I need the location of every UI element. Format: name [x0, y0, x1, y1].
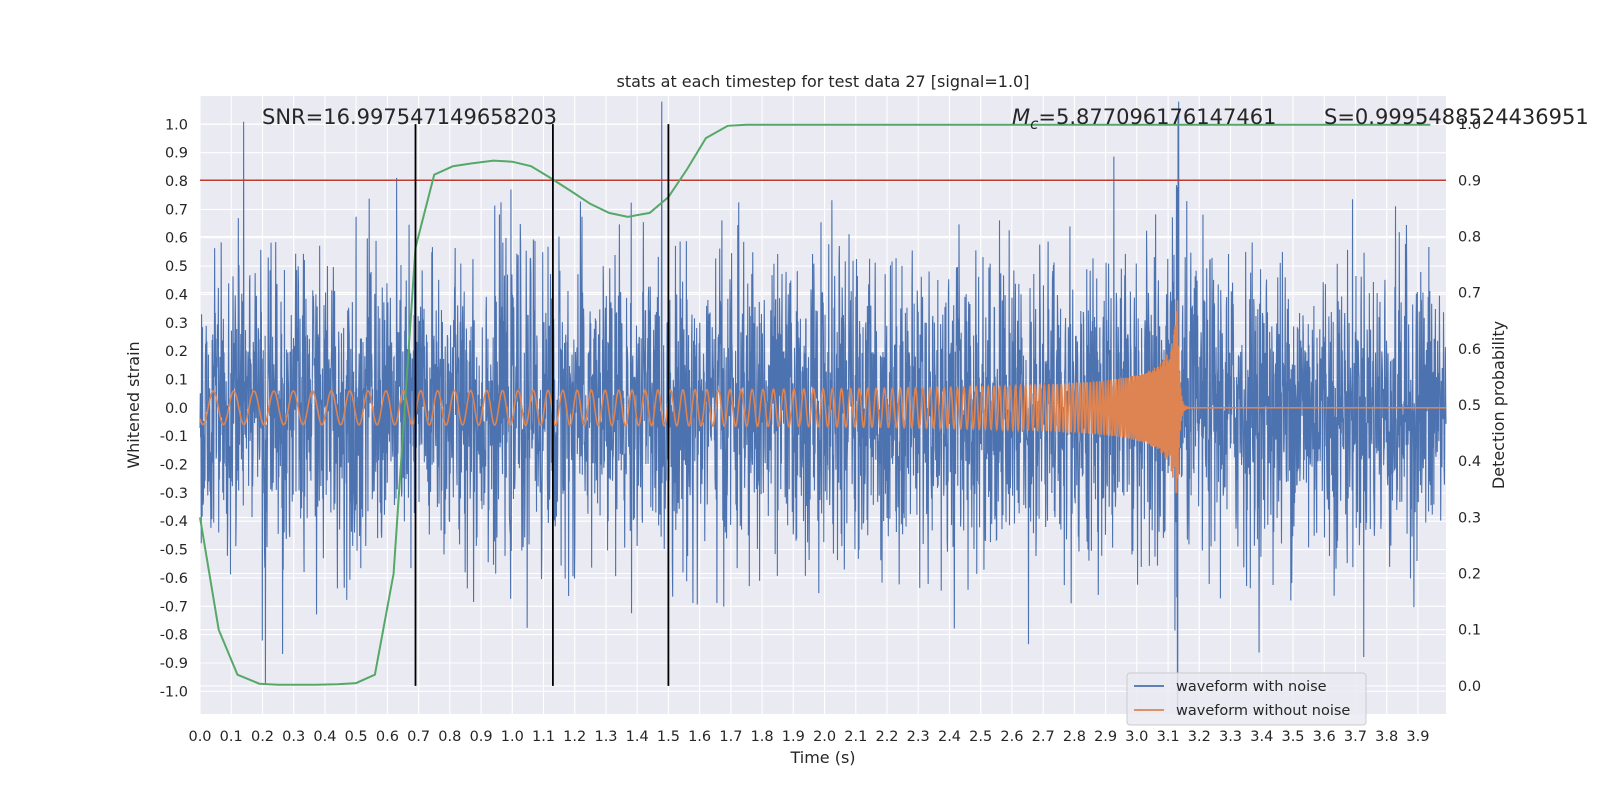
x-tick-label: 2.7 [1032, 729, 1055, 745]
x-tick-label: 1.6 [688, 729, 711, 745]
x-tick-label: 2.1 [844, 729, 867, 745]
x-tick-label: 1.1 [532, 729, 555, 745]
y-tick-label: -0.7 [160, 599, 188, 615]
y2-tick-labels: 1.0 0.9 0.8 0.7 0.6 0.5 0.4 0.3 0.2 0.1 0.0 [1458, 117, 1481, 695]
y-tick-label: 0.5 [165, 259, 188, 275]
x-tick-label: 0.8 [438, 729, 461, 745]
marker-lines [414, 124, 670, 686]
y-tick-label: 0.4 [165, 287, 188, 303]
x-tick-label: 0.6 [376, 729, 399, 745]
x-tick-label: 0.1 [220, 729, 243, 745]
y-tick-labels: 1.0 0.9 0.8 0.7 0.6 0.5 0.4 0.3 0.2 0.1 0.0 -0.1 -0.… [160, 117, 188, 700]
waveform-without-noise-line [199, 300, 1446, 494]
x-tick-label: 1.0 [501, 729, 524, 745]
x-tick-label: 0.5 [345, 729, 368, 745]
x-tick-label: 3.6 [1313, 729, 1336, 745]
y2-tick-label: 0.5 [1458, 398, 1481, 414]
y-tick-label: -0.5 [160, 543, 188, 559]
y-tick-label: -0.3 [160, 486, 188, 502]
y-tick-label: 0.0 [165, 401, 188, 417]
x-tick-label: 3.8 [1375, 729, 1398, 745]
x-tick-label: 3.0 [1125, 729, 1148, 745]
y2-tick-label: 0.6 [1458, 342, 1481, 358]
y2-tick-label: 0.7 [1458, 286, 1481, 302]
chirp-mass-annotation: Mc=5.877096176147461 [1012, 105, 1276, 133]
x-axis-label: Time (s) [789, 748, 855, 767]
x-tick-label: 3.3 [1219, 729, 1242, 745]
x-tick-label: 3.4 [1250, 729, 1273, 745]
y-tick-label: -0.1 [160, 429, 188, 445]
y-tick-label: -1.0 [160, 684, 188, 700]
x-tick-label: 1.3 [594, 729, 617, 745]
y-tick-label: 0.2 [165, 344, 188, 360]
y-tick-label: 1.0 [165, 117, 188, 133]
x-tick-label: 3.9 [1406, 729, 1429, 745]
x-tick-label: 1.9 [782, 729, 805, 745]
y-tick-label: -0.6 [160, 571, 188, 587]
x-tick-label: 1.7 [719, 729, 742, 745]
y-tick-label: 0.6 [165, 231, 188, 247]
x-tick-label: 0.4 [313, 729, 336, 745]
snr-annotation: SNR=16.997547149658203 [262, 105, 557, 129]
series-waveform-without-noise [199, 300, 1446, 494]
y2-tick-label: 0.4 [1458, 454, 1481, 470]
x-tick-label: 0.3 [282, 729, 305, 745]
y-tick-label: 0.7 [165, 202, 188, 218]
x-tick-label: 0.2 [251, 729, 274, 745]
y-tick-label: 0.3 [165, 316, 188, 332]
x-tick-label: 3.2 [1188, 729, 1211, 745]
y2-tick-label: 0.9 [1458, 173, 1481, 189]
x-tick-label: 2.9 [1094, 729, 1117, 745]
y-tick-label: -0.4 [160, 514, 188, 530]
y-tick-label: 0.8 [165, 174, 188, 190]
legend-label-clean: waveform without noise [1176, 703, 1350, 719]
x-tick-label: 1.5 [657, 729, 680, 745]
y-tick-label: -0.9 [160, 656, 188, 672]
legend-label-noise: waveform with noise [1176, 679, 1327, 695]
legend-box [1126, 672, 1367, 726]
series-detection-probability [199, 123, 1431, 686]
detection-probability-line [199, 123, 1431, 686]
x-tick-label: 1.8 [751, 729, 774, 745]
x-tick-label: 2.0 [813, 729, 836, 745]
y2-tick-label: 0.2 [1458, 567, 1481, 583]
x-tick-label: 2.3 [907, 729, 930, 745]
x-tick-label: 3.5 [1281, 729, 1304, 745]
chart-title: stats at each timestep for test data 27 … [617, 72, 1030, 91]
x-tick-label: 3.1 [1157, 729, 1180, 745]
y-tick-label: -0.2 [160, 458, 188, 474]
y-tick-label: -0.8 [160, 628, 188, 644]
x-tick-label: 0.0 [188, 729, 211, 745]
x-tick-label: 2.5 [969, 729, 992, 745]
legend: waveform with noise waveform without noi… [1126, 672, 1367, 726]
x-tick-label: 0.7 [407, 729, 430, 745]
x-tick-label: 2.2 [875, 729, 898, 745]
s-annotation: S=0.9995488524436951 [1324, 105, 1589, 129]
y-tick-label: 0.9 [165, 146, 188, 162]
y2-tick-label: 0.0 [1458, 679, 1481, 695]
y-tick-label: 0.1 [165, 373, 188, 389]
y2-tick-label: 1.0 [1458, 117, 1481, 133]
x-tick-label: 2.4 [938, 729, 961, 745]
x-tick-labels: 0.0 0.1 0.2 0.3 0.4 0.5 0.6 0.7 0.8 0.9 1.0 1.1 1.2 1… [188, 729, 1429, 745]
y2-tick-label: 0.3 [1458, 510, 1481, 526]
y-axis-label: Whitened strain [124, 341, 143, 468]
x-tick-label: 0.9 [470, 729, 493, 745]
x-tick-label: 3.7 [1344, 729, 1367, 745]
x-tick-label: 2.8 [1063, 729, 1086, 745]
y2-tick-label: 0.1 [1458, 623, 1481, 639]
x-tick-label: 2.6 [1000, 729, 1023, 745]
x-tick-label: 1.2 [563, 729, 586, 745]
y2-axis-label: Detection probability [1489, 321, 1508, 489]
x-tick-label: 1.4 [626, 729, 649, 745]
y2-tick-label: 0.8 [1458, 230, 1481, 246]
